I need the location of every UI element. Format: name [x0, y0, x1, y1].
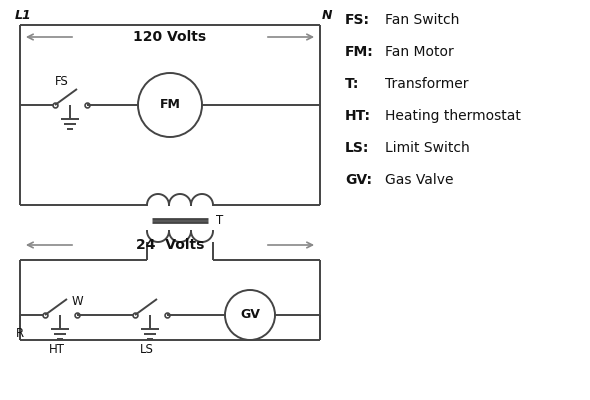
Text: GV: GV	[240, 308, 260, 322]
Text: N: N	[322, 9, 333, 22]
Text: FS:: FS:	[345, 13, 370, 27]
Text: FM: FM	[159, 98, 181, 112]
Text: Heating thermostat: Heating thermostat	[385, 109, 521, 123]
Text: LS:: LS:	[345, 141, 369, 155]
Text: Fan Switch: Fan Switch	[385, 13, 460, 27]
Text: R: R	[16, 327, 24, 340]
Text: Fan Motor: Fan Motor	[385, 45, 454, 59]
Text: HT: HT	[49, 343, 65, 356]
Text: Gas Valve: Gas Valve	[385, 173, 454, 187]
Text: L1: L1	[15, 9, 32, 22]
Text: T:: T:	[345, 77, 359, 91]
Text: T: T	[216, 214, 223, 226]
Text: GV:: GV:	[345, 173, 372, 187]
Text: HT:: HT:	[345, 109, 371, 123]
Text: W: W	[71, 295, 83, 308]
Text: LS: LS	[140, 343, 154, 356]
Text: Limit Switch: Limit Switch	[385, 141, 470, 155]
Text: 120 Volts: 120 Volts	[133, 30, 206, 44]
Text: 24  Volts: 24 Volts	[136, 238, 204, 252]
Text: Transformer: Transformer	[385, 77, 468, 91]
Text: FM:: FM:	[345, 45, 373, 59]
Text: FS: FS	[55, 75, 69, 88]
